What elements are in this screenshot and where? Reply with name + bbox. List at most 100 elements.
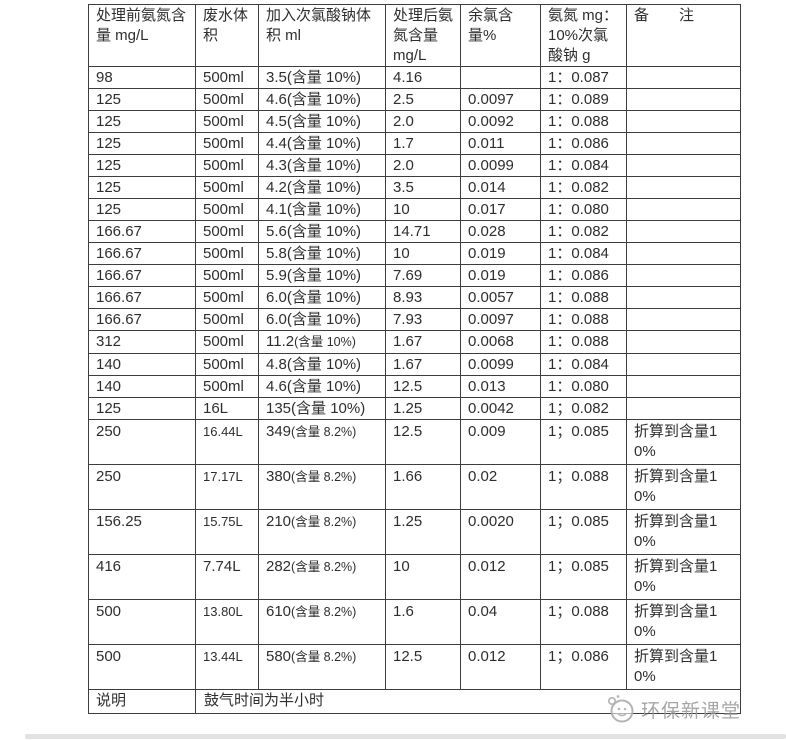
table-cell: 16.44L (195, 418, 259, 465)
table-cell: 0.0020 (460, 508, 541, 555)
table-cell: 125 (88, 110, 196, 133)
table-cell: 0.019 (460, 242, 541, 265)
table-row: 140 500ml 4.6(含量 10%) 12.5 0.013 1：0.080 (88, 374, 741, 398)
table-cell: 17.17L (195, 463, 259, 510)
table-cell: 500ml (195, 176, 259, 199)
table-cell: 13.44L (195, 643, 259, 690)
table-row: 125 500ml 4.2(含量 10%) 3.5 0.014 1：0.082 (88, 176, 741, 199)
table-cell: 11.2(含量 10%) (258, 330, 386, 354)
table-row: 166.67 500ml 5.6(含量 10%) 14.71 0.028 1：0.082 (88, 220, 741, 243)
table-row: 125 500ml 4.1(含量 10%) 10 0.017 1：0.080 (88, 198, 741, 221)
table-row: 156.25 15.75L 210(含量 8.2%) 1.25 0.0020 1；0.08… (88, 508, 741, 555)
table-cell: 610(含量 8.2%) (258, 598, 386, 645)
column-header-naclo-volume: 加入次氯酸钠体积 ml (258, 4, 386, 67)
table-body: 98 500ml 3.5(含量 10%) 4.16 1：0.087 125 500ml 4.6… (88, 66, 741, 690)
table-cell: 1：0.086 (540, 132, 627, 155)
table-cell: 折算到含量10% (626, 598, 741, 645)
table-cell: 0.0042 (460, 396, 541, 420)
table-row: 98 500ml 3.5(含量 10%) 4.16 1：0.087 (88, 66, 741, 89)
table-cell: 0.028 (460, 220, 541, 243)
table-cell: 416 (88, 553, 196, 600)
table-row: 416 7.74L 282(含量 8.2%) 10 0.012 1；0.085 折算到含量1… (88, 553, 741, 600)
table-cell: 125 (88, 154, 196, 177)
table-cell: 1：0.082 (540, 176, 627, 199)
table-cell: 折算到含量10% (626, 508, 741, 555)
table-cell: 8.93 (385, 286, 461, 309)
table-cell: 500ml (195, 286, 259, 309)
table-cell: 1：0.080 (540, 198, 627, 221)
table-cell: 166.67 (88, 308, 196, 331)
table-cell: 6.0(含量 10%) (258, 308, 386, 331)
note-row: 说明 鼓气时间为半小时 (88, 688, 741, 714)
table-cell (626, 220, 741, 243)
table-cell: 500ml (195, 220, 259, 243)
table-cell: 5.8(含量 10%) (258, 242, 386, 265)
table-cell: 166.67 (88, 220, 196, 243)
table-cell: 0.014 (460, 176, 541, 199)
table-cell: 1：0.084 (540, 154, 627, 177)
table-cell: 349(含量 8.2%) (258, 418, 386, 465)
table-cell: 14.71 (385, 220, 461, 243)
table-cell (626, 198, 741, 221)
table-cell: 5.6(含量 10%) (258, 220, 386, 243)
table-cell: 500ml (195, 88, 259, 111)
table-cell: 4.8(含量 10%) (258, 352, 386, 376)
table-cell: 4.5(含量 10%) (258, 110, 386, 133)
note-label-cell: 说明 (88, 688, 196, 714)
table-cell: 500ml (195, 66, 259, 89)
table-cell: 135(含量 10%) (258, 396, 386, 420)
table-footer: 说明 鼓气时间为半小时 (88, 688, 741, 714)
table-cell: 380(含量 8.2%) (258, 463, 386, 510)
table-cell: 125 (88, 396, 196, 420)
table-cell: 16L (195, 396, 259, 420)
table-cell: 7.69 (385, 264, 461, 287)
table-cell: 12.5 (385, 418, 461, 465)
table-cell: 3.5 (385, 176, 461, 199)
table-cell: 4.16 (385, 66, 461, 89)
table-cell (626, 154, 741, 177)
table-cell: 4.6(含量 10%) (258, 88, 386, 111)
table-cell: 250 (88, 463, 196, 510)
table-cell (626, 308, 741, 331)
table-cell (626, 242, 741, 265)
table-cell: 125 (88, 132, 196, 155)
table-cell: 500ml (195, 264, 259, 287)
table-cell: 0.0099 (460, 352, 541, 376)
table-cell: 98 (88, 66, 196, 89)
table-cell: 250 (88, 418, 196, 465)
table-cell: 0.02 (460, 463, 541, 510)
table-cell: 0.013 (460, 374, 541, 398)
table-cell (626, 286, 741, 309)
table-cell: 312 (88, 330, 196, 354)
table-cell: 500 (88, 643, 196, 690)
table-cell (626, 374, 741, 398)
watermark: 环保新课堂 (604, 692, 741, 726)
table-cell: 0.0097 (460, 308, 541, 331)
table-cell (626, 330, 741, 354)
table-cell: 1；0.088 (540, 598, 627, 645)
table-cell: 500ml (195, 154, 259, 177)
table-cell: 4.1(含量 10%) (258, 198, 386, 221)
table-cell: 1：0.087 (540, 66, 627, 89)
table-cell: 0.0097 (460, 88, 541, 111)
table-row: 125 500ml 4.4(含量 10%) 1.7 0.011 1：0.086 (88, 132, 741, 155)
table-cell: 1：0.088 (540, 286, 627, 309)
table-cell: 2.0 (385, 154, 461, 177)
table-cell: 0.011 (460, 132, 541, 155)
table-cell: 1：0.084 (540, 242, 627, 265)
table-cell: 1；0.085 (540, 418, 627, 465)
table-cell: 500 (88, 598, 196, 645)
table-cell: 1.25 (385, 396, 461, 420)
column-header-residual-chlorine: 余氯含量% (460, 4, 541, 67)
column-header-ratio: 氨氮 mg：10%次氯酸钠 g (540, 4, 627, 67)
table-cell: 500ml (195, 374, 259, 398)
column-header-pre-ammonia: 处理前氨氮含量 mg/L (88, 4, 196, 67)
table-cell: 500ml (195, 330, 259, 354)
cartoon-mascot-logo-icon (607, 695, 634, 723)
table-cell (626, 264, 741, 287)
table-cell: 1；0.082 (540, 396, 627, 420)
table-cell: 0.0099 (460, 154, 541, 177)
table-cell: 500ml (195, 242, 259, 265)
table-row: 140 500ml 4.8(含量 10%) 1.67 0.0099 1：0.084 (88, 352, 741, 376)
